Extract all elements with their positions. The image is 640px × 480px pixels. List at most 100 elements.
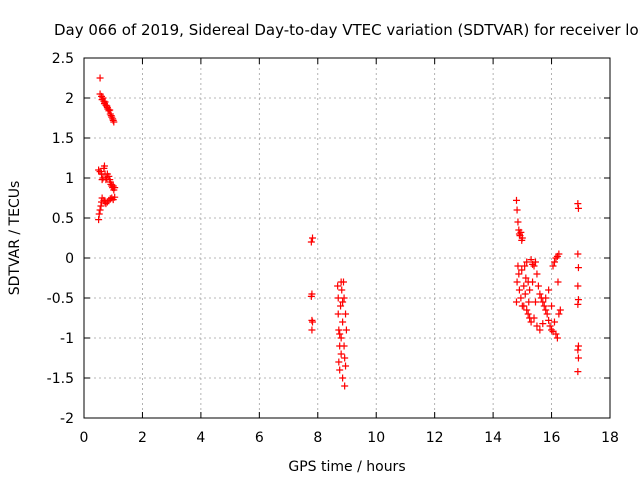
data-point-marker (336, 330, 344, 338)
data-point-marker (518, 234, 526, 242)
data-point-marker (342, 326, 350, 334)
data-point-marker (527, 318, 535, 326)
chart-title: Day 066 of 2019, Sidereal Day-to-day VTE… (54, 21, 640, 39)
y-tick-label: 1.5 (52, 131, 74, 147)
y-tick-label: 2 (65, 91, 74, 107)
data-point-marker (574, 354, 582, 362)
data-point-marker (549, 262, 557, 270)
data-point-marker (520, 282, 528, 290)
data-point-marker (514, 218, 522, 226)
data-point-marker (111, 184, 119, 192)
data-point-marker (550, 318, 558, 326)
data-points (95, 74, 582, 390)
data-point-marker (339, 318, 347, 326)
data-point-marker (539, 298, 547, 306)
data-point-marker (105, 107, 113, 115)
data-point-marker (524, 310, 532, 318)
data-point-marker (522, 274, 530, 282)
data-point-marker (574, 282, 582, 290)
x-tick-label: 4 (196, 430, 205, 446)
data-point-marker (515, 270, 523, 278)
data-point-marker (526, 314, 534, 322)
data-point-marker (536, 290, 544, 298)
data-point-marker (574, 346, 582, 354)
data-point-marker (512, 298, 520, 306)
data-point-marker (338, 286, 346, 294)
y-tick-label: 1 (65, 171, 74, 187)
data-point-marker (335, 326, 343, 334)
data-point-marker (539, 320, 547, 328)
data-point-marker (334, 282, 342, 290)
data-point-marker (574, 264, 582, 272)
data-point-marker (512, 196, 520, 204)
x-tick-label: 8 (313, 430, 322, 446)
data-point-marker (545, 316, 553, 324)
data-point-marker (540, 302, 548, 310)
x-axis-label: GPS time / hours (288, 459, 405, 475)
data-point-marker (542, 306, 550, 314)
data-point-marker (548, 326, 556, 334)
data-point-marker (542, 294, 550, 302)
data-point-marker (531, 298, 539, 306)
data-point-marker (530, 262, 538, 270)
y-tick-label: -2 (60, 411, 74, 427)
data-point-marker (341, 382, 349, 390)
data-point-marker (574, 368, 582, 376)
data-point-marker (546, 322, 554, 330)
data-point-marker (514, 262, 522, 270)
data-point-marker (523, 258, 531, 266)
data-point-marker (96, 206, 104, 214)
data-point-marker (536, 326, 544, 334)
x-tick-label: 6 (255, 430, 264, 446)
data-point-marker (96, 74, 104, 82)
data-point-marker (520, 302, 528, 310)
data-point-marker (337, 350, 345, 358)
data-point-marker (527, 256, 535, 264)
y-tick-label: 2.5 (52, 51, 74, 67)
data-point-marker (534, 282, 542, 290)
grid-lines (84, 58, 610, 418)
data-point-marker (550, 258, 558, 266)
y-axis-label: SDTVAR / TECUs (7, 181, 23, 296)
data-point-marker (335, 358, 343, 366)
y-tick-labels: -2 -1.5 -1 -0.5 0 0.5 1 1.5 2 2.5 (47, 51, 74, 427)
data-point-marker (95, 210, 103, 218)
data-point-marker (95, 166, 103, 174)
data-point-marker (521, 290, 529, 298)
data-point-marker (340, 294, 348, 302)
data-point-marker (110, 118, 118, 126)
data-point-marker (526, 286, 534, 294)
x-tick-label: 0 (80, 430, 89, 446)
data-point-marker (307, 292, 315, 300)
data-point-marker (108, 113, 116, 121)
data-point-marker (517, 294, 525, 302)
x-tick-labels: 0 2 4 6 8 10 12 14 16 18 (80, 430, 619, 446)
data-point-marker (543, 310, 551, 318)
data-point-marker (342, 310, 350, 318)
data-point-marker (513, 278, 521, 286)
data-point-marker (337, 302, 345, 310)
data-point-marker (523, 306, 531, 314)
data-point-marker (545, 286, 553, 294)
data-point-marker (552, 254, 560, 262)
data-point-marker (309, 234, 317, 242)
data-point-marker (531, 258, 539, 266)
data-point-marker (552, 330, 560, 338)
data-point-marker (529, 278, 537, 286)
data-point-marker (574, 250, 582, 258)
data-point-marker (554, 278, 562, 286)
data-point-marker (342, 362, 350, 370)
y-tick-label: 0 (65, 251, 74, 267)
y-tick-label: 0.5 (52, 211, 74, 227)
x-tick-label: 18 (601, 430, 619, 446)
y-tick-label: -0.5 (47, 291, 74, 307)
data-point-marker (518, 266, 526, 274)
axis-ticks (83, 57, 611, 419)
data-point-marker (341, 354, 349, 362)
data-point-marker (336, 366, 344, 374)
data-point-marker (105, 172, 113, 180)
data-point-marker (533, 322, 541, 330)
data-point-marker (106, 110, 114, 118)
data-point-marker (100, 162, 108, 170)
data-point-marker (521, 262, 529, 270)
